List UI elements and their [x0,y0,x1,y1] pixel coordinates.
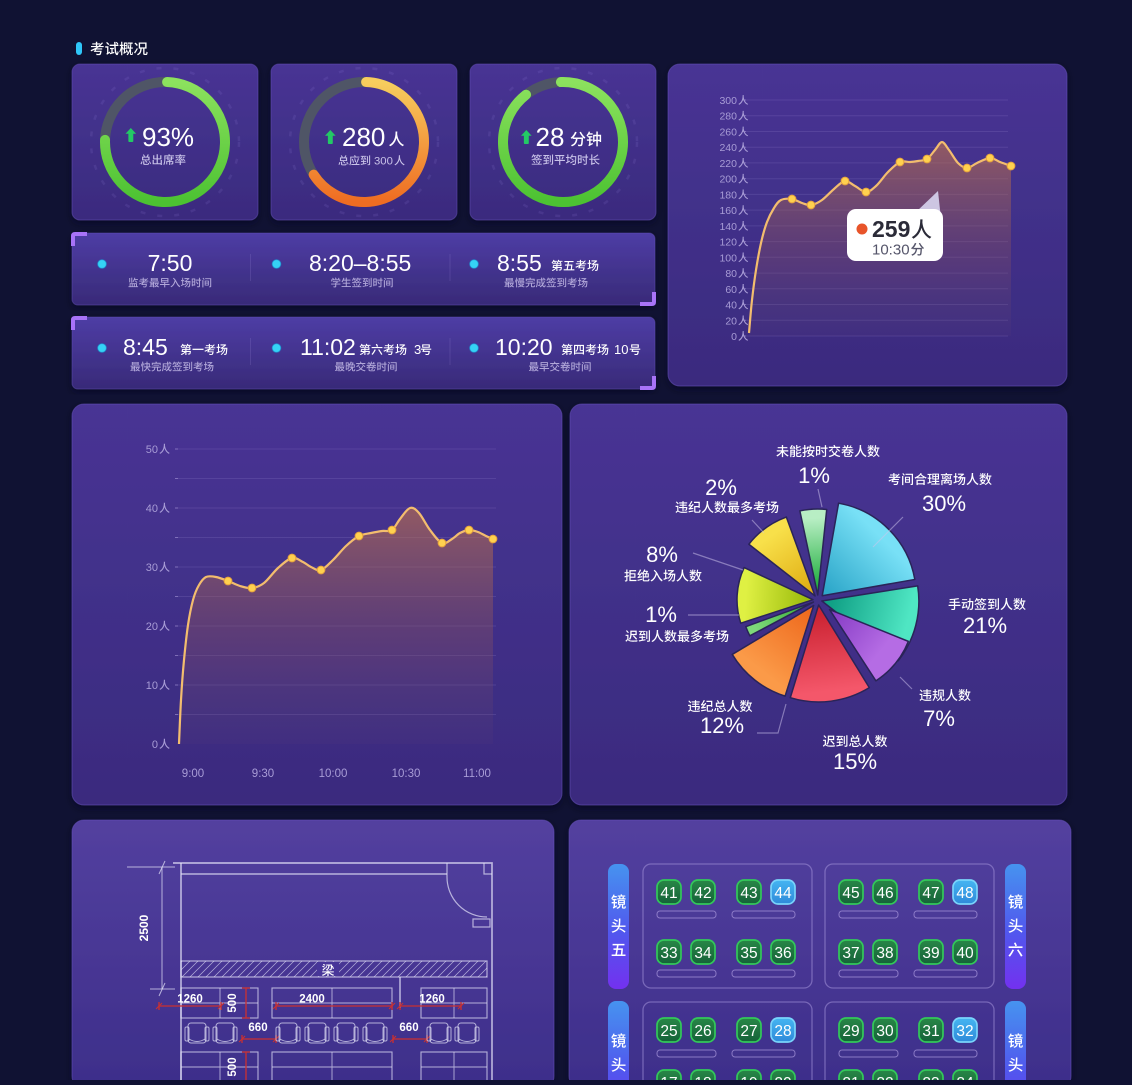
svg-text:2400: 2400 [299,994,325,1006]
svg-text:300: 300 [719,95,737,107]
svg-text:41: 41 [660,885,677,902]
svg-text:26: 26 [694,1023,711,1040]
svg-text:17: 17 [660,1075,677,1080]
svg-text:259: 259 [872,216,910,242]
svg-text:23: 23 [922,1075,939,1080]
svg-text:15%: 15% [833,749,877,774]
svg-text:1%: 1% [645,602,677,627]
svg-text:40: 40 [725,300,737,312]
svg-text:22: 22 [876,1075,893,1080]
svg-text:3: 3 [414,342,421,357]
svg-text:11:00: 11:00 [463,768,491,780]
svg-text:30: 30 [146,562,158,574]
svg-text:140: 140 [719,221,737,233]
svg-text:10:00: 10:00 [319,768,348,780]
svg-text:280: 280 [342,122,385,152]
svg-text:48: 48 [956,885,973,902]
svg-text:47: 47 [922,885,939,902]
svg-text:240: 240 [719,142,737,154]
svg-text:33: 33 [660,945,677,962]
svg-text:9:00: 9:00 [182,768,204,780]
svg-text:8:45: 8:45 [123,334,168,360]
svg-text:21: 21 [842,1075,859,1080]
svg-text:19: 19 [740,1075,757,1080]
svg-text:46: 46 [876,885,893,902]
svg-text:10: 10 [614,342,628,357]
svg-text:500: 500 [227,993,239,1012]
svg-text:11:02: 11:02 [300,334,356,360]
svg-text:21%: 21% [963,613,1007,638]
svg-text:29: 29 [842,1023,859,1040]
svg-text:1260: 1260 [177,994,203,1006]
svg-text:200: 200 [719,174,737,186]
svg-text:18: 18 [694,1075,711,1080]
svg-text:300: 300 [374,156,393,168]
svg-text:32: 32 [956,1023,973,1040]
svg-text:60: 60 [725,284,737,296]
svg-text:10:30: 10:30 [872,242,910,259]
svg-text:20: 20 [725,315,737,327]
svg-text:24: 24 [956,1075,974,1080]
svg-text:35: 35 [740,945,757,962]
svg-text:93%: 93% [142,122,194,152]
svg-text:40: 40 [956,945,974,962]
svg-text:12%: 12% [700,713,744,738]
svg-text:0: 0 [152,739,158,751]
svg-text:10:20: 10:20 [495,334,553,360]
svg-text:30: 30 [876,1023,894,1040]
svg-text:42: 42 [694,885,711,902]
svg-text:10: 10 [146,680,158,692]
svg-text:220: 220 [719,158,737,170]
svg-text:28: 28 [774,1023,791,1040]
svg-text:0: 0 [731,331,737,343]
svg-text:2500: 2500 [137,914,151,941]
svg-text:31: 31 [922,1023,939,1040]
svg-text:7%: 7% [923,706,955,731]
svg-text:8:20–8:55: 8:20–8:55 [309,250,411,276]
svg-text:260: 260 [719,126,737,138]
svg-text:660: 660 [248,1022,267,1034]
svg-text:500: 500 [227,1057,239,1076]
svg-text:8%: 8% [646,542,678,567]
svg-text:660: 660 [399,1022,418,1034]
svg-text:100: 100 [719,252,737,264]
svg-text:7:50: 7:50 [148,250,193,276]
svg-text:39: 39 [922,945,939,962]
svg-text:9:30: 9:30 [252,768,274,780]
svg-text:27: 27 [740,1023,757,1040]
svg-text:44: 44 [774,885,792,902]
svg-text:30%: 30% [922,491,966,516]
svg-text:25: 25 [660,1023,677,1040]
svg-text:10:30: 10:30 [392,768,421,780]
svg-text:28: 28 [536,122,565,152]
svg-text:1%: 1% [798,463,830,488]
svg-text:80: 80 [725,268,737,280]
svg-text:40: 40 [146,503,158,515]
svg-text:8:55: 8:55 [497,250,542,276]
svg-text:45: 45 [842,885,859,902]
svg-text:43: 43 [740,885,757,902]
svg-text:20: 20 [146,621,158,633]
svg-text:38: 38 [876,945,893,962]
svg-text:37: 37 [842,945,859,962]
svg-text:1260: 1260 [419,994,445,1006]
svg-text:280: 280 [719,111,737,123]
svg-text:160: 160 [719,205,737,217]
svg-text:2%: 2% [705,475,737,500]
svg-text:50: 50 [146,444,158,456]
svg-text:180: 180 [719,189,737,201]
svg-text:20: 20 [774,1075,792,1080]
svg-text:34: 34 [694,945,712,962]
svg-text:36: 36 [774,945,791,962]
svg-text:120: 120 [719,237,737,249]
